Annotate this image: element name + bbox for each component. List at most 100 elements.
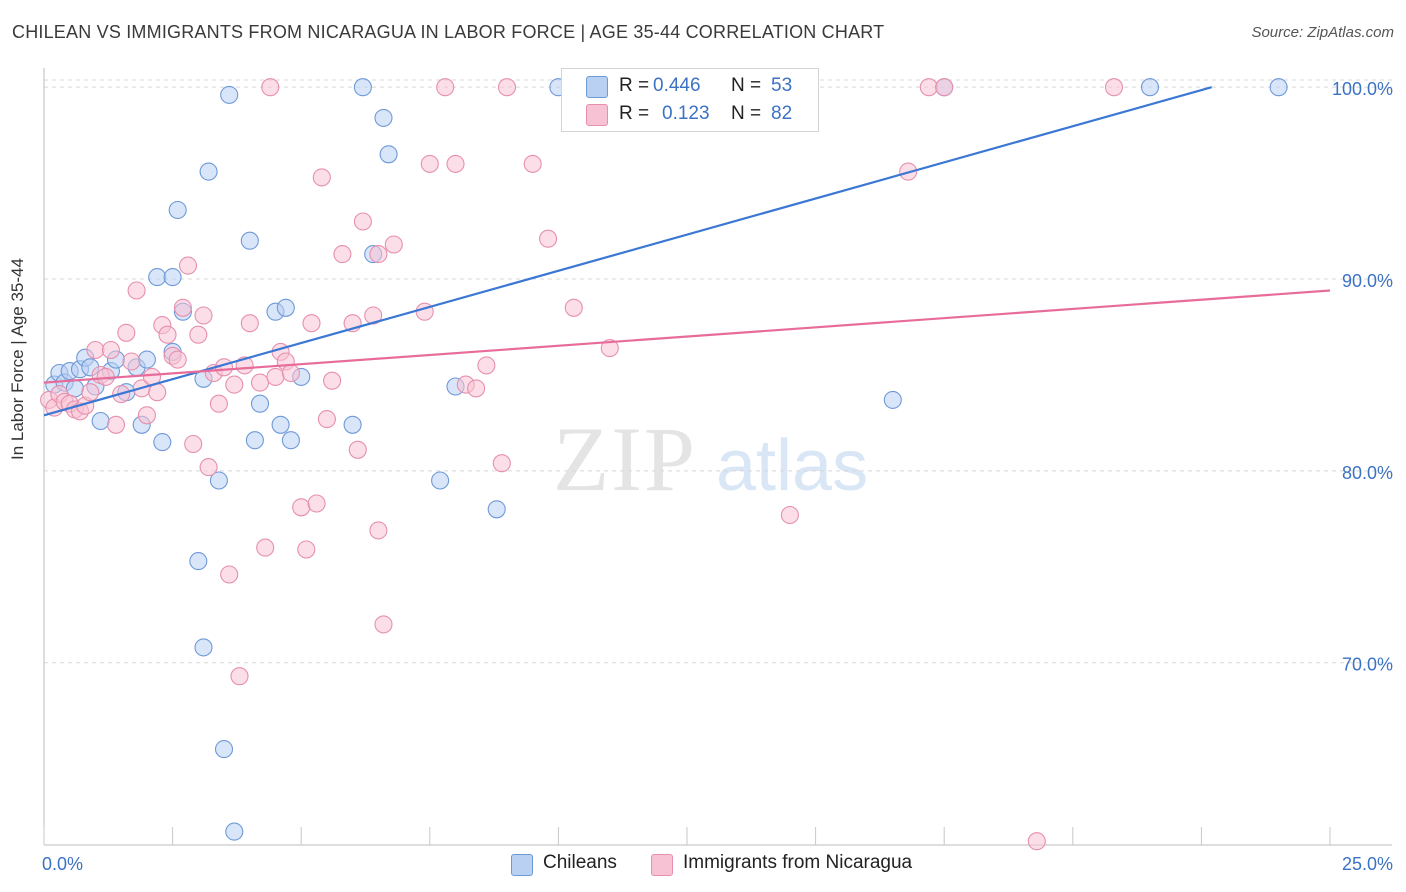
y-tick-label: 100.0% [1332, 79, 1393, 99]
chart-title: CHILEAN VS IMMIGRANTS FROM NICARAGUA IN … [12, 22, 885, 42]
nicaragua-point [333, 245, 352, 264]
chileans-point [91, 411, 110, 431]
nicaragua-point [281, 363, 300, 383]
y-axis-label-text: In Labor Force | Age 35-44 [8, 258, 27, 460]
chileans-point [148, 268, 167, 287]
chileans-point [209, 471, 228, 490]
chileans-point [353, 78, 372, 97]
legend-r-label: R = [619, 103, 650, 124]
nicaragua-point [307, 494, 326, 513]
legend-swatch-blue [586, 76, 608, 98]
nicaragua-point [122, 352, 141, 371]
nicaragua-point [317, 410, 336, 429]
chileans-point [374, 108, 393, 127]
nicaragua-point [780, 505, 799, 525]
chileans-point [883, 390, 902, 409]
y-axis-label: In Labor Force | Age 35-44 [8, 258, 28, 460]
legend-r-value: 0.446 [653, 75, 701, 96]
nicaragua-point [420, 154, 439, 173]
y-tick-label: 80.0% [1342, 463, 1393, 483]
chileans-point [240, 231, 259, 250]
nicaragua-point [240, 314, 259, 333]
nicaragua-point [600, 339, 619, 358]
chileans-point [163, 268, 182, 287]
nicaragua-point [194, 306, 213, 325]
chileans-point [271, 415, 290, 434]
nicaragua-point [384, 235, 403, 254]
chileans-point [343, 415, 362, 434]
chileans-point [379, 145, 398, 164]
nicaragua-point [173, 298, 192, 317]
x-tick-label: 0.0% [42, 854, 83, 874]
nicaragua-point [220, 565, 239, 584]
nicaragua-point [348, 440, 367, 459]
legend-swatch-pink [586, 104, 608, 126]
chileans-point [281, 431, 300, 450]
axes [43, 68, 1392, 846]
nicaragua-point [323, 371, 342, 390]
correlation-legend: R = 0.446 N = 53 R = 0.123 N = 82 [561, 68, 819, 132]
nicaragua-point [189, 325, 208, 344]
nicaragua-point [86, 340, 105, 360]
chileans-point [431, 471, 450, 490]
chileans-point [153, 433, 172, 452]
legend-n-label: N = [731, 103, 762, 124]
chileans-point [189, 552, 208, 571]
nicaragua-point [106, 415, 126, 434]
nicaragua-point [477, 356, 496, 375]
nicaragua-point [158, 325, 177, 344]
nicaragua-point [935, 78, 954, 97]
y-tick-label: 70.0% [1342, 655, 1393, 675]
nicaragua-point [374, 615, 393, 634]
nicaragua-point [1104, 78, 1124, 97]
bottom-legend-label: Immigrants from Nicaragua [683, 852, 913, 873]
nicaragua-point [225, 375, 244, 394]
nicaragua-point [178, 256, 198, 275]
tick-labels: 100.0% 90.0% 80.0% 70.0% 0.0% 25.0% [42, 79, 1393, 874]
nicaragua-point [117, 323, 136, 342]
x-tick-label: 25.0% [1342, 854, 1393, 874]
bottom-legend-label: Chileans [543, 852, 617, 873]
legend-n-value: 82 [771, 103, 793, 124]
chileans-point [199, 162, 218, 181]
nicaragua-point [297, 540, 316, 559]
nicaragua-point [127, 281, 146, 300]
legend-r-value: 0.123 [662, 103, 710, 124]
nicaragua-point [467, 379, 486, 398]
nicaragua-point [292, 498, 311, 517]
chileans-point [214, 740, 234, 759]
chileans-point [250, 394, 270, 413]
chileans-point [168, 200, 187, 220]
nicaragua-point [266, 367, 285, 386]
nicaragua-point [250, 373, 270, 392]
data-points [40, 78, 1288, 851]
legend-r-label: R = [619, 75, 650, 96]
legend-n-label: N = [731, 75, 762, 96]
chileans-point [225, 822, 244, 841]
nicaragua-point [137, 406, 156, 425]
nicaragua-point [184, 434, 203, 454]
nicaragua-point [168, 350, 187, 369]
nicaragua-point [302, 314, 321, 333]
nicaragua-point [81, 383, 100, 402]
nicaragua-point [436, 78, 455, 97]
chileans-point [194, 638, 213, 657]
nicaragua-point [353, 212, 372, 231]
chileans-point [1140, 78, 1160, 97]
y-tick-label: 90.0% [1342, 271, 1393, 291]
nicaragua-point [919, 78, 938, 97]
chileans-point [487, 500, 506, 519]
chileans-point [245, 431, 264, 450]
bottom-legend-swatch-pink [651, 854, 673, 876]
nicaragua-point [312, 168, 331, 187]
nicaragua-point [256, 538, 275, 557]
nicaragua-point [369, 521, 388, 540]
nicaragua-point [497, 78, 517, 97]
nicaragua-point [523, 154, 542, 173]
nicaragua-point [539, 229, 558, 248]
legend-n-value: 53 [771, 75, 793, 96]
chileans-point [1269, 78, 1288, 97]
chart-source: Source: ZipAtlas.com [1251, 24, 1394, 41]
trend-lines [43, 86, 1331, 417]
